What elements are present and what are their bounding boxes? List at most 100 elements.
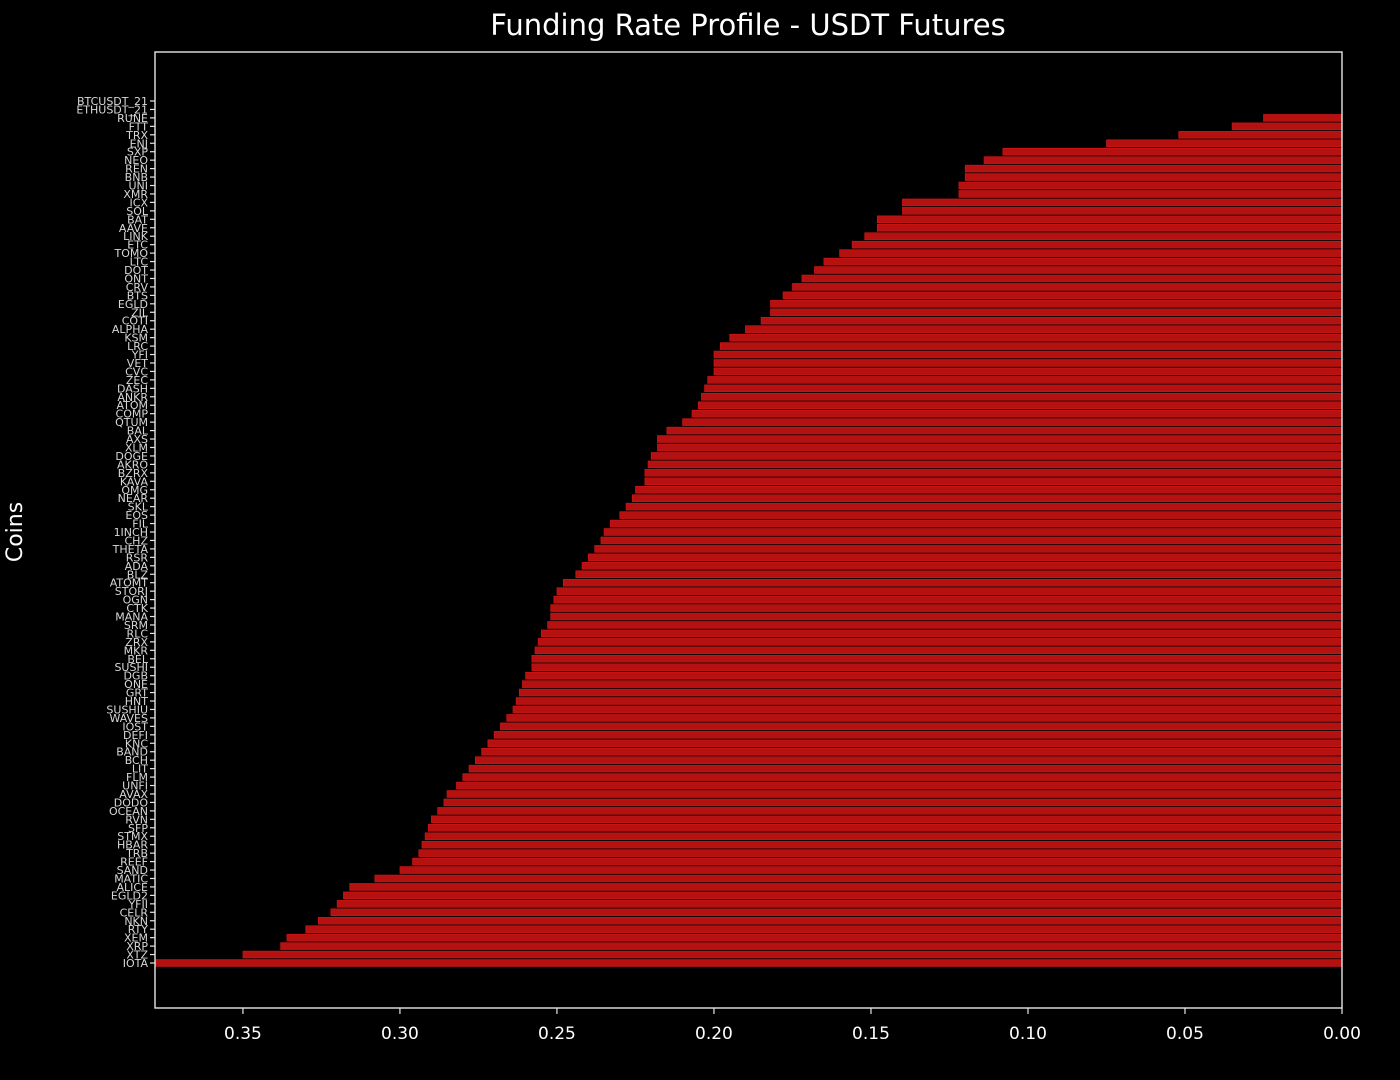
y-axis-label: Coins <box>3 502 28 562</box>
plot-frame <box>154 51 1343 1009</box>
y-tick-label: RUNE <box>117 112 148 125</box>
bar-hnt <box>515 697 1343 705</box>
y-tick-label: CTK <box>126 602 148 615</box>
x-axis-ticks: 0.35 0.30 0.25 0.20 0.15 0.10 0.05 0.00 <box>224 1008 1361 1044</box>
y-tick-label: ENJ <box>130 137 148 150</box>
bar-skl <box>625 502 1343 511</box>
bar-yfii <box>336 900 1343 908</box>
bar-etc <box>851 240 1343 249</box>
x-tick-label: 0.20 <box>695 1024 733 1044</box>
y-tick-label: YFII <box>127 898 148 911</box>
bar-near <box>632 494 1343 502</box>
bar-ogn <box>553 595 1343 604</box>
bar-ren <box>964 164 1343 173</box>
y-tick-label: XLM <box>125 441 148 454</box>
y-tick-label: BAT <box>127 213 148 226</box>
y-tick-label: TRX <box>125 129 148 142</box>
bar-coti <box>760 316 1343 325</box>
bar-akro <box>647 460 1343 469</box>
bar-grt <box>518 688 1343 697</box>
x-tick-label: 0.00 <box>1323 1024 1361 1044</box>
y-tick-label: XEM <box>124 932 148 945</box>
y-tick-label: KSM <box>124 332 148 345</box>
bar-matic <box>374 874 1343 883</box>
y-tick-label: SXP <box>127 146 149 159</box>
bar-icx <box>902 198 1343 207</box>
bar-ftt <box>1231 122 1343 131</box>
bar-bat <box>876 215 1343 224</box>
bar-vet <box>713 359 1343 367</box>
bar-sol <box>902 207 1343 215</box>
y-tick-label: MATIC <box>114 872 148 885</box>
y-tick-label: MKR <box>124 644 149 657</box>
bar-comp <box>691 409 1343 418</box>
y-tick-label: QTUM <box>115 416 148 429</box>
y-tick-label: AKRO <box>117 458 148 471</box>
bar-chz <box>600 536 1343 545</box>
y-tick-label: DEFI <box>123 729 148 742</box>
bar-dash <box>704 384 1343 393</box>
y-tick-label: UNFI <box>122 780 148 793</box>
y-tick-label: AAVE <box>119 222 148 235</box>
y-tick-label: RTY <box>128 923 149 936</box>
y-tick-label: ICX <box>130 196 149 209</box>
bar-crv <box>792 283 1343 291</box>
bar-ada <box>581 562 1343 570</box>
bar-sand <box>399 866 1343 874</box>
bar-bch <box>474 756 1343 764</box>
y-tick-label: ZIL <box>131 306 149 319</box>
bar-iota <box>154 959 1343 967</box>
bar-trx <box>1178 131 1343 139</box>
y-tick-label: CVC <box>125 365 148 378</box>
bar-hbar <box>421 840 1343 849</box>
y-tick-label: RSR <box>126 551 149 564</box>
bar-cvc <box>713 367 1343 376</box>
bar-blz <box>575 570 1343 579</box>
y-tick-label: BTCUSDT_21 <box>77 95 148 108</box>
bar-atomt <box>562 578 1343 587</box>
y-tick-label: ETHUSDT_21 <box>76 103 148 116</box>
y-tick-label: ADA <box>125 560 149 573</box>
y-tick-label: ATOM <box>116 399 148 412</box>
y-tick-label: BAND <box>116 746 148 759</box>
y-tick-label: FLM <box>126 771 148 784</box>
bar-ctk <box>550 604 1343 612</box>
y-tick-label: SKL <box>128 501 149 514</box>
y-tick-label: RVN <box>125 813 148 826</box>
bar-eos <box>619 511 1343 519</box>
y-tick-label: OMG <box>121 484 148 497</box>
bar-unfi <box>456 781 1343 790</box>
bar-zec <box>707 376 1343 384</box>
bar-bts <box>782 291 1343 300</box>
y-tick-label: BEL <box>127 653 148 666</box>
y-tick-label: KNC <box>125 737 148 750</box>
bar-ltc <box>823 257 1343 266</box>
y-tick-label: DOGE <box>115 450 148 463</box>
bar-xmr <box>958 190 1343 198</box>
bar-ksm <box>729 333 1343 342</box>
bar-zil <box>770 308 1343 317</box>
bar-knc <box>487 739 1343 748</box>
y-tick-label: DGB <box>123 670 148 683</box>
y-tick-label: CRV <box>126 281 149 294</box>
y-tick-label: XTZ <box>126 949 148 962</box>
bar-storj <box>556 587 1343 595</box>
bar-celr <box>330 908 1343 917</box>
bar-neo <box>983 156 1343 164</box>
bar-aave <box>876 224 1343 232</box>
bar-bnb <box>964 173 1343 181</box>
bar-rvn <box>431 815 1343 824</box>
bar-srm <box>547 621 1343 629</box>
bar-omg <box>635 485 1343 494</box>
bar-flm <box>462 773 1343 781</box>
x-tick-label: 0.30 <box>381 1024 419 1044</box>
y-tick-label: SFP <box>128 822 148 835</box>
bar-sushi <box>531 663 1343 671</box>
y-tick-label: 1INCH <box>114 526 148 539</box>
y-tick-label: EGLD <box>118 298 148 311</box>
chart-title: Funding Rate Profile - USDT Futures <box>490 8 1005 42</box>
y-tick-label: REEF <box>120 856 148 869</box>
bar-dot <box>814 266 1343 274</box>
y-tick-label: ETC <box>127 239 148 252</box>
